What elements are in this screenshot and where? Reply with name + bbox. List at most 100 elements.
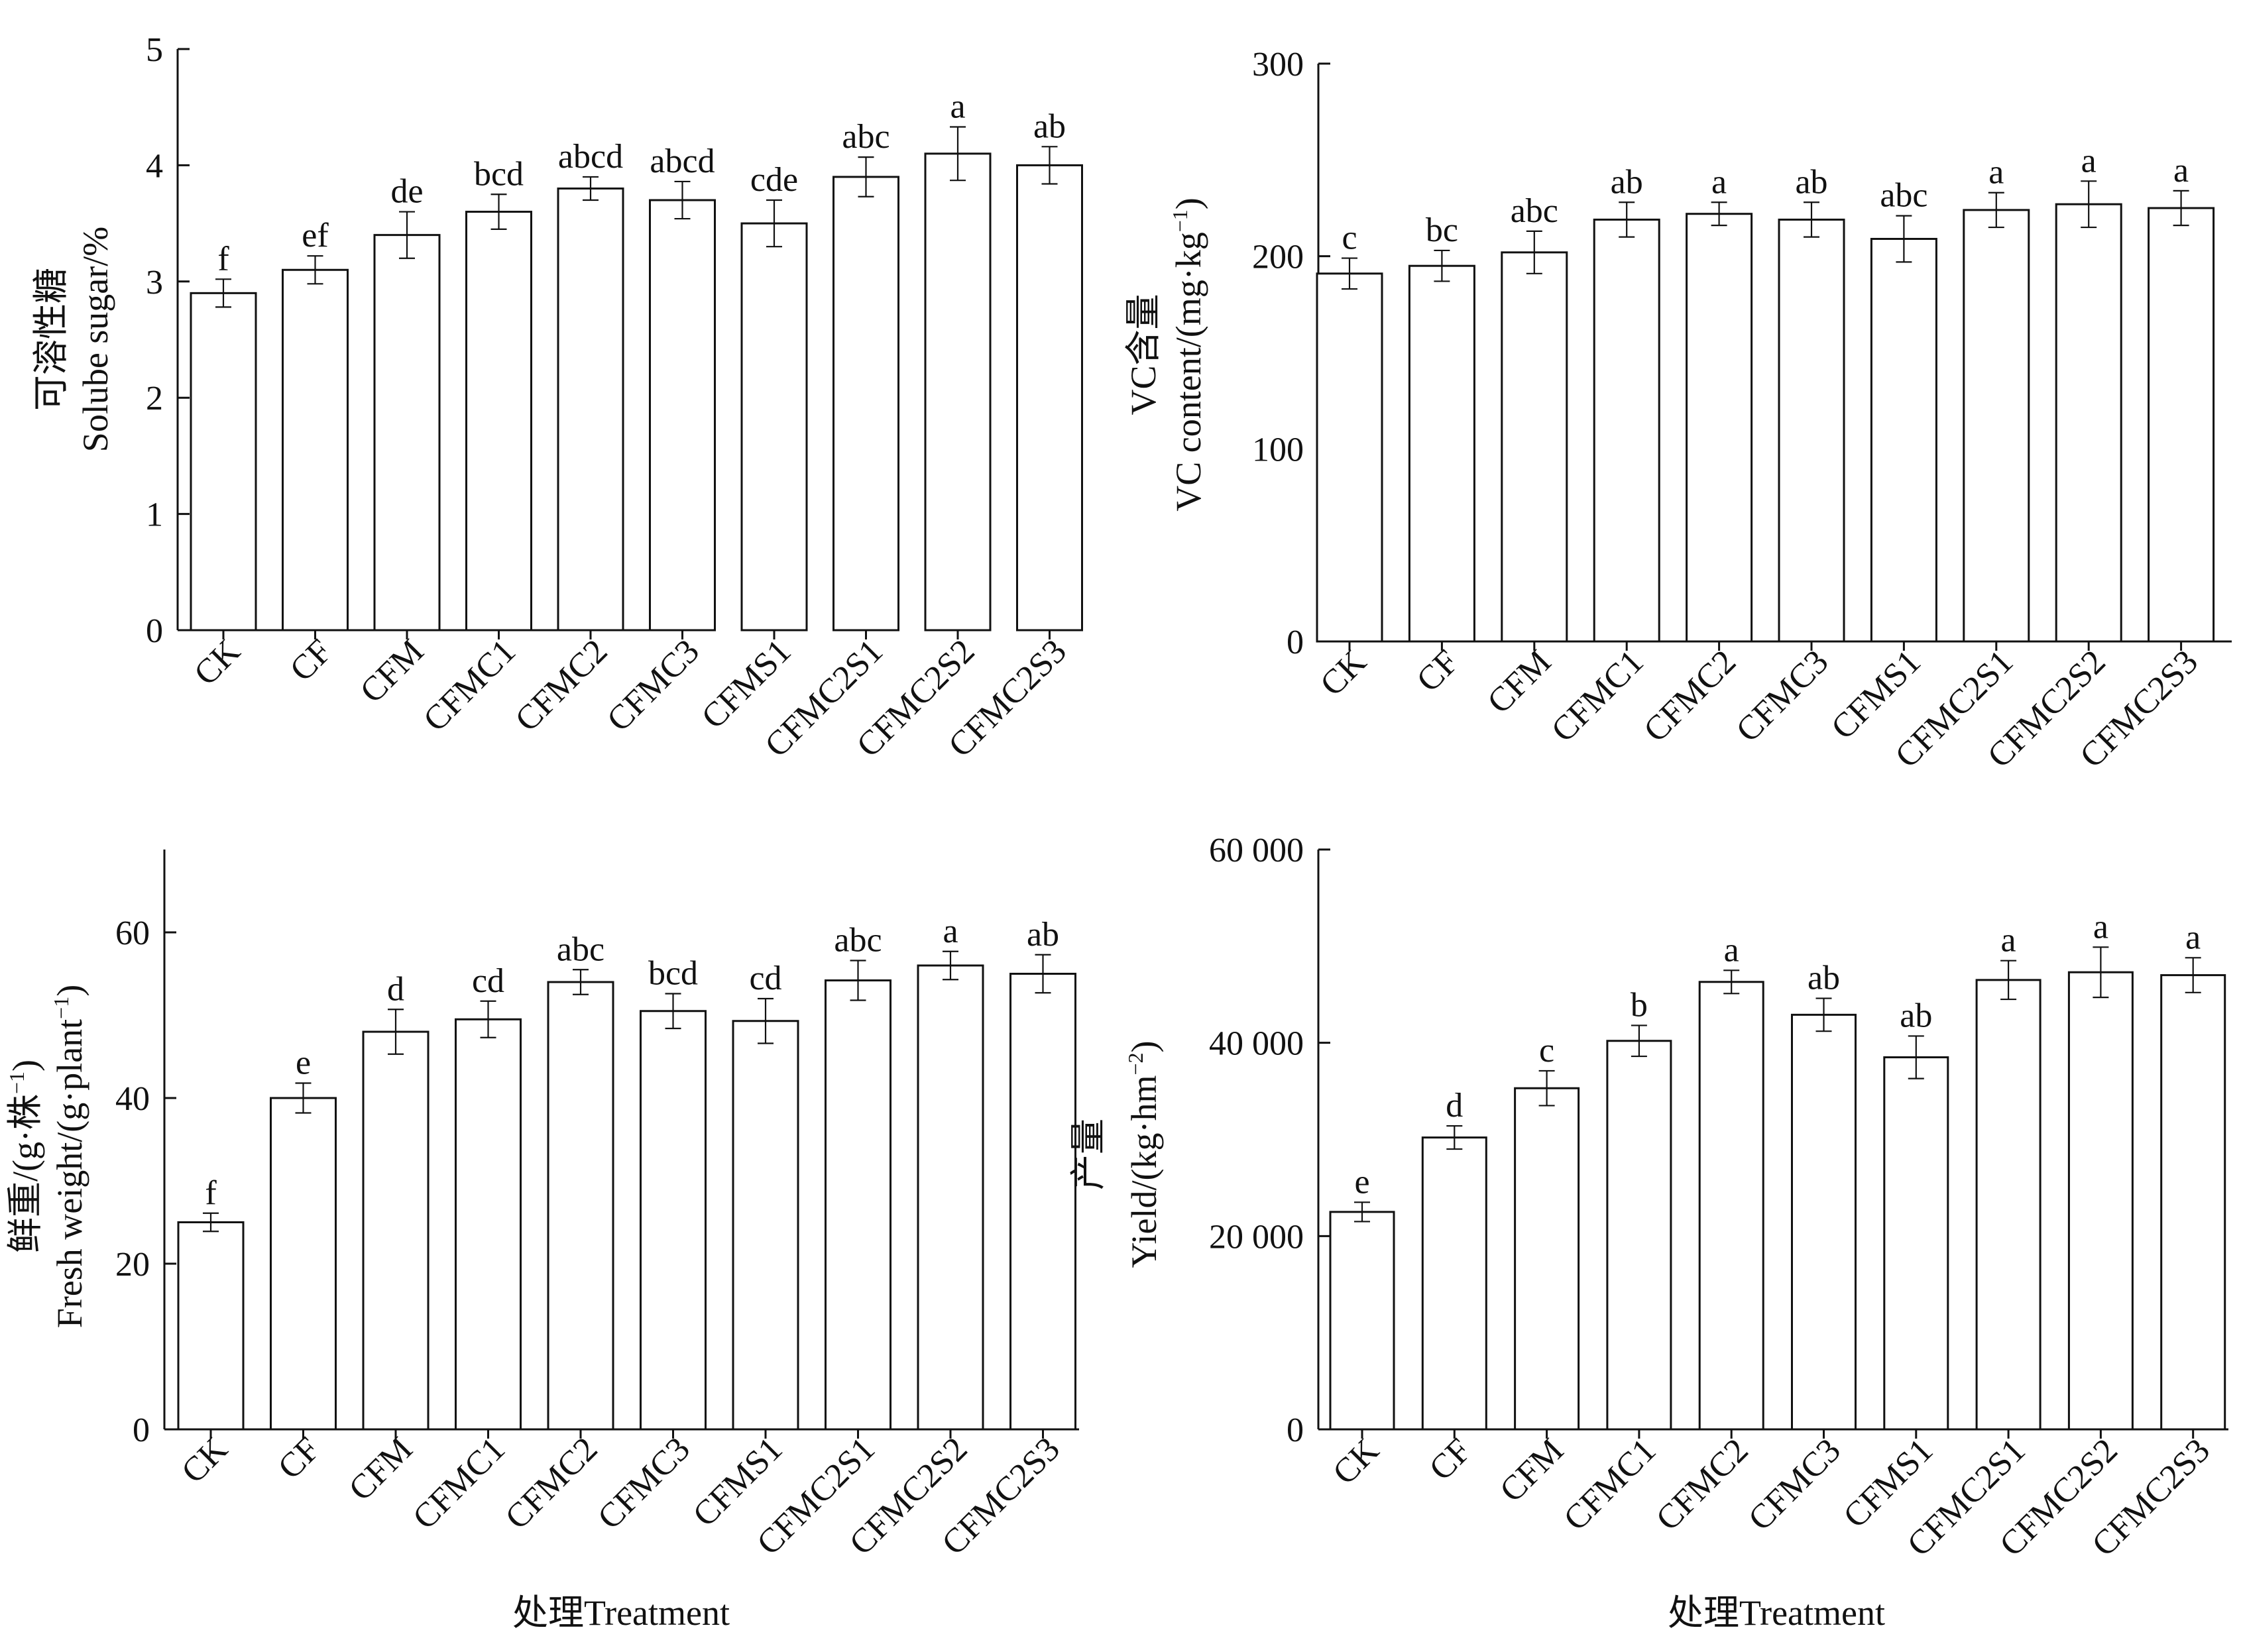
x-tick-label: CK xyxy=(1313,643,1374,704)
y-axis-title-en: Solube sugar/% xyxy=(76,227,115,452)
y-tick-label: 40 000 xyxy=(1209,1025,1304,1063)
significance-label: ab xyxy=(1808,960,1840,997)
y-tick-label: 1 xyxy=(146,496,163,534)
x-tick-label: CFMC1 xyxy=(1556,1431,1663,1538)
significance-label: a xyxy=(2093,908,2108,946)
y-axis-title-tail: ) xyxy=(1124,1041,1164,1053)
x-tick-label: CFMC1 xyxy=(406,1430,512,1537)
bar-CFM xyxy=(373,234,441,632)
y-tick-label: 0 xyxy=(146,612,163,650)
y-tick-label: 0 xyxy=(133,1411,150,1449)
y-axis-title-tail: ) xyxy=(1169,197,1208,209)
significance-label: d xyxy=(1446,1087,1463,1125)
x-tick-label: CK xyxy=(1326,1431,1387,1492)
bar-CFM xyxy=(1501,251,1568,643)
bar-CFMC2S2 xyxy=(917,964,984,1431)
significance-label: abcd xyxy=(558,138,623,176)
bar-CF xyxy=(282,268,349,632)
x-tick-label: CFMC3 xyxy=(1741,1431,1848,1538)
y-axis-title-main: Yield/(kg·hm xyxy=(1124,1075,1164,1268)
significance-label: f xyxy=(205,1174,217,1212)
significance-label: abcd xyxy=(650,142,715,180)
bar-CFM xyxy=(1514,1087,1580,1431)
significance-label: abc xyxy=(1880,177,1927,215)
bar-CFMC2S3 xyxy=(1009,973,1076,1431)
bar-CFMC2S1 xyxy=(833,176,899,632)
y-tick-label: 200 xyxy=(1252,239,1304,276)
y-tick-label: 20 xyxy=(115,1246,150,1284)
bar-CK xyxy=(177,1221,245,1431)
chart-panel-vc-content: 0 100 200 300 c CK bc CF abc CFM ab CFMC1 a CFMC2 ab CF… xyxy=(1123,46,2232,775)
x-tick-label: CFMC2 xyxy=(508,632,615,739)
bar-CFMC1 xyxy=(1593,218,1660,643)
y-tick-label: 100 xyxy=(1252,431,1304,468)
significance-label: abc xyxy=(834,922,882,960)
y-tick-label: 4 xyxy=(146,147,163,185)
x-axis-title: 处理Treatment xyxy=(512,1593,730,1633)
significance-label: bc xyxy=(1426,211,1458,249)
y-axis-title-main: 鲜重/(g·株 xyxy=(5,1094,45,1253)
significance-label: a xyxy=(943,912,958,950)
bar-CFMC2S1 xyxy=(825,979,891,1431)
significance-label: c xyxy=(1539,1032,1554,1070)
y-tick-label: 2 xyxy=(146,380,163,417)
x-tick-label: CFMC2 xyxy=(498,1430,605,1537)
y-tick-label: 20 000 xyxy=(1209,1218,1304,1256)
chart-panel-fresh-weight: 0 20 40 60 f CK e CF d CFM cd CFMC1 abc CFMC2 bcd CFMC3… xyxy=(5,850,1079,1633)
y-tick-label: 60 000 xyxy=(1209,832,1304,869)
x-tick-label: CF xyxy=(1422,1431,1479,1488)
x-tick-label: CFMC3 xyxy=(1729,643,1836,749)
y-axis-title-cn: 可溶性糖 xyxy=(31,268,71,411)
significance-label: b xyxy=(1631,986,1648,1024)
significance-label: a xyxy=(2185,918,2201,956)
bar-CK xyxy=(1329,1211,1395,1431)
y-axis-title-main: Solube sugar/% xyxy=(76,227,115,452)
bar-CFMC2S3 xyxy=(1016,164,1083,632)
significance-label: e xyxy=(296,1044,311,1082)
significance-label: a xyxy=(1724,931,1739,969)
y-axis-title-main: 可溶性糖 xyxy=(31,268,71,411)
significance-label: bcd xyxy=(648,955,698,993)
x-tick-label: CFMC2 xyxy=(1637,643,1743,749)
y-axis-title-cn: 产量 xyxy=(1068,1119,1108,1190)
y-tick-label: 40 xyxy=(115,1080,150,1118)
x-tick-label: CFMC1 xyxy=(416,632,523,739)
bar-CF xyxy=(270,1097,337,1431)
significance-label: de xyxy=(390,173,423,211)
bar-CFMC2S1 xyxy=(1975,979,2041,1431)
significance-label: ab xyxy=(1900,997,1932,1034)
significance-label: cde xyxy=(750,161,798,199)
y-axis-title-main: VC含量 xyxy=(1123,294,1163,415)
significance-label: a xyxy=(2001,922,2016,960)
bar-CFMC1 xyxy=(465,211,532,632)
bar-CFMC2 xyxy=(1686,213,1753,643)
significance-label: a xyxy=(950,88,965,126)
x-tick-label: CFM xyxy=(342,1430,420,1508)
bar-CFMC2S1 xyxy=(1963,209,2030,643)
significance-label: a xyxy=(1711,163,1727,201)
y-tick-label: 0 xyxy=(1287,624,1304,661)
y-axis-title-cn: 鲜重/(g·株−1) xyxy=(5,1060,45,1253)
x-tick-label: CFM xyxy=(1493,1431,1571,1510)
bar-CFMC3 xyxy=(1778,218,1845,643)
bar-CFMS1 xyxy=(740,222,808,632)
bar-CFMS1 xyxy=(1883,1056,1949,1431)
bar-CF xyxy=(1421,1136,1487,1431)
bar-CFMC2S2 xyxy=(2067,971,2134,1431)
x-tick-label: CK xyxy=(174,1430,235,1491)
significance-label: d xyxy=(387,970,404,1008)
y-axis-title-cn: VC含量 xyxy=(1123,294,1163,415)
y-axis-title-main: VC content/(mg·kg xyxy=(1169,232,1208,511)
x-tick-label: CF xyxy=(283,632,339,688)
significance-label: f xyxy=(217,240,229,278)
significance-label: ab xyxy=(1795,163,1827,201)
bar-CFMC3 xyxy=(649,199,716,632)
significance-label: ab xyxy=(1611,163,1643,201)
y-axis-title-sup: −1 xyxy=(1168,209,1192,232)
bar-CFMC3 xyxy=(1791,1013,1857,1431)
x-tick-label: CK xyxy=(187,632,248,693)
significance-label: a xyxy=(2081,142,2097,180)
y-tick-label: 60 xyxy=(115,914,150,952)
significance-label: a xyxy=(1988,154,2004,192)
